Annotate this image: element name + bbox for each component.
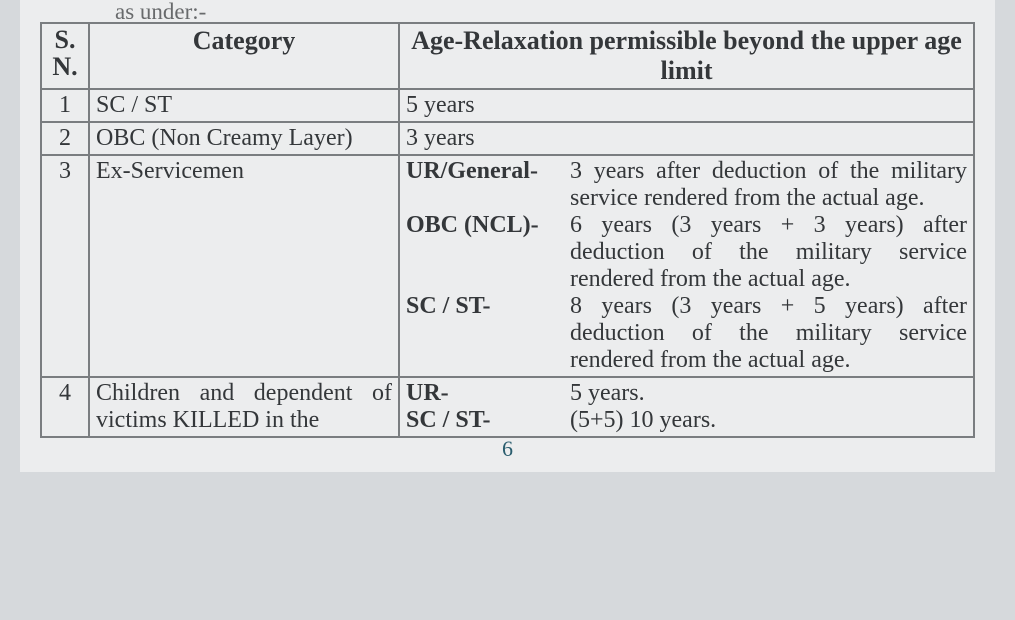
intro-fragment: as under:- (40, 0, 975, 22)
sub-label: UR/General- (406, 158, 566, 212)
table-row: 3 Ex-Servicemen UR/General- 3 years afte… (41, 155, 974, 377)
header-category: Category (89, 23, 399, 89)
table-row: 4 Children and dependent of victims KILL… (41, 377, 974, 437)
document-page: as under:- S. N. Category Age-Relaxation… (20, 0, 995, 472)
page-number-scribble: 6 (40, 436, 975, 462)
sub-label: SC / ST- (406, 407, 566, 434)
cell-age: 3 years (399, 122, 974, 155)
sub-label: UR- (406, 380, 566, 407)
cell-category: SC / ST (89, 89, 399, 122)
cell-category: OBC (Non Creamy Layer) (89, 122, 399, 155)
cell-age: 5 years (399, 89, 974, 122)
header-sn: S. N. (41, 23, 89, 89)
cell-sn: 1 (41, 89, 89, 122)
age-relaxation-table: S. N. Category Age-Relaxation permissibl… (40, 22, 975, 438)
cell-sn: 3 (41, 155, 89, 377)
cell-sn: 2 (41, 122, 89, 155)
cell-category: Ex-Servicemen (89, 155, 399, 377)
sub-label: SC / ST- (406, 293, 566, 374)
sub-desc: (5+5) 10 years. (570, 407, 967, 434)
sub-desc: 6 years (3 years + 3 years) after deduct… (570, 212, 967, 293)
sub-desc: 8 years (3 years + 5 years) after deduct… (570, 293, 967, 374)
cell-age: UR- 5 years. SC / ST- (5+5) 10 years. (399, 377, 974, 437)
header-age-relaxation: Age-Relaxation permissible beyond the up… (399, 23, 974, 89)
table-row: 2 OBC (Non Creamy Layer) 3 years (41, 122, 974, 155)
cell-age: UR/General- 3 years after deduction of t… (399, 155, 974, 377)
cell-category: Children and dependent of victims KILLED… (89, 377, 399, 437)
table-row: 1 SC / ST 5 years (41, 89, 974, 122)
sub-desc: 5 years. (570, 380, 967, 407)
sub-desc: 3 years after deduction of the military … (570, 158, 967, 212)
sub-label: OBC (NCL)- (406, 212, 566, 293)
cell-sn: 4 (41, 377, 89, 437)
table-header-row: S. N. Category Age-Relaxation permissibl… (41, 23, 974, 89)
